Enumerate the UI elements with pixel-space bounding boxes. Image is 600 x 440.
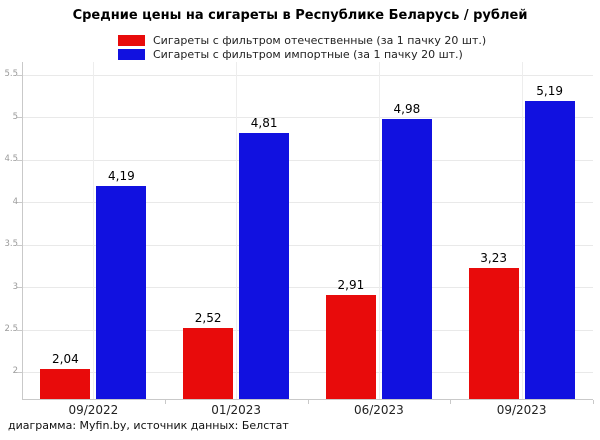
x-tick-label: 01/2023 [211,403,262,417]
x-tick-mark [307,400,309,404]
bar-imported [239,133,290,400]
y-tick-mark [17,159,22,161]
bar-value-label: 4,98 [393,101,421,116]
category-gridline [93,62,95,400]
y-gridline [22,287,593,289]
source-note: диаграмма: Myfin.by, источник данных: Бе… [8,419,289,432]
y-tick-mark [17,117,22,119]
y-gridline [22,371,593,373]
y-gridline [22,159,593,161]
legend-swatch-blue [118,48,145,60]
bar-value-label: 4,81 [250,116,278,131]
y-tick-label: 4 [12,196,18,207]
x-tick-mark [450,400,452,404]
bar-value-label: 2,52 [194,310,222,325]
bar-value-label: 2,04 [52,351,79,366]
y-tick-mark [17,287,22,289]
y-tick-label: 3.5 [4,239,18,250]
bar-domestic [40,368,91,400]
y-tick-mark [17,244,22,246]
x-axis-line [22,399,593,400]
y-tick-label: 4.5 [4,154,18,165]
y-tick-label: 2 [12,366,18,377]
y-axis-line [22,62,23,400]
category-gridline [236,62,238,400]
bar-domestic [183,327,234,400]
y-gridline [22,329,593,331]
y-tick-mark [17,74,22,76]
bar-value-label: 3,23 [480,250,507,265]
x-tick-label: 09/2023 [496,403,547,417]
bar-value-label: 4,19 [108,168,135,183]
legend-item-domestic: Сигареты с фильтром отечественные (за 1 … [118,33,486,47]
y-tick-mark [17,371,22,373]
chart-title: Средние цены на сигареты в Республике Бе… [72,8,528,23]
legend-item-imported: Сигареты с фильтром импортные (за 1 пачк… [118,47,486,61]
bar-imported [524,101,575,400]
chart-legend: Сигареты с фильтром отечественные (за 1 … [118,33,486,61]
plot-area: 2 2.5 3 3.5 4 4.5 5 5.5 09/2022 01/2023 06/2023 09/… [4,62,594,417]
x-tick-mark [593,400,594,404]
y-gridline [22,202,593,204]
bar-domestic [468,267,519,400]
y-tick-label: 5.5 [4,69,18,80]
legend-label-domestic: Сигареты с фильтром отечественные (за 1 … [153,33,487,47]
x-tick-label: 09/2022 [68,403,119,417]
bar-domestic [325,294,376,400]
legend-label-imported: Сигареты с фильтром импортные (за 1 пачк… [153,47,463,61]
y-tick-mark [17,202,22,204]
y-tick-mark [17,329,22,331]
x-tick-mark [164,400,166,404]
bar-imported [96,186,147,400]
x-tick-label: 06/2023 [353,403,404,417]
y-tick-label: 2.5 [4,324,18,334]
bar-value-label: 5,19 [536,84,563,99]
y-tick-label: 3 [12,281,18,292]
bar-imported [381,118,432,400]
legend-swatch-red [118,34,145,46]
y-gridline [22,117,593,119]
bar-value-label: 2,91 [337,277,365,292]
y-gridline [22,244,593,246]
y-gridline [22,74,593,76]
category-gridline [521,62,523,400]
y-tick-label: 5 [12,111,18,122]
category-gridline [378,62,380,400]
